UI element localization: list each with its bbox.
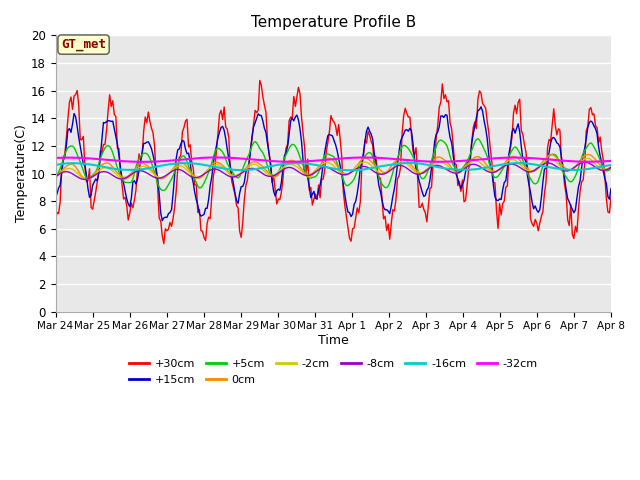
- -2cm: [122, 177, 129, 182]
- +30cm: [256, 78, 264, 84]
- -32cm: [248, 156, 256, 162]
- Line: -16cm: -16cm: [56, 163, 611, 170]
- -2cm: [584, 156, 591, 161]
- -8cm: [246, 166, 254, 171]
- -16cm: [579, 167, 587, 172]
- +5cm: [296, 154, 304, 160]
- +5cm: [607, 165, 615, 171]
- +5cm: [219, 149, 227, 155]
- +30cm: [246, 145, 254, 151]
- Y-axis label: Temperature(C): Temperature(C): [15, 125, 28, 222]
- 0cm: [296, 164, 304, 170]
- +15cm: [607, 186, 615, 192]
- 0cm: [219, 162, 227, 168]
- Text: GT_met: GT_met: [61, 38, 106, 51]
- 0cm: [584, 152, 591, 157]
- -32cm: [212, 155, 220, 160]
- -8cm: [578, 160, 586, 166]
- +30cm: [607, 194, 615, 200]
- +15cm: [296, 126, 304, 132]
- 0cm: [578, 156, 586, 161]
- Title: Temperature Profile B: Temperature Profile B: [251, 15, 416, 30]
- +5cm: [579, 151, 587, 156]
- -32cm: [298, 159, 305, 165]
- +15cm: [477, 104, 485, 110]
- -8cm: [607, 165, 615, 170]
- Line: +15cm: +15cm: [56, 107, 611, 221]
- 0cm: [122, 175, 129, 180]
- -16cm: [406, 160, 413, 166]
- -32cm: [140, 159, 148, 165]
- -2cm: [578, 158, 586, 164]
- -16cm: [236, 167, 243, 173]
- -2cm: [237, 170, 245, 176]
- 0cm: [246, 160, 254, 166]
- -32cm: [607, 158, 615, 164]
- Line: -2cm: -2cm: [56, 158, 611, 180]
- -8cm: [237, 170, 245, 176]
- -32cm: [239, 156, 246, 162]
- +15cm: [52, 194, 60, 200]
- 0cm: [607, 164, 615, 169]
- 0cm: [84, 176, 92, 182]
- -2cm: [52, 175, 60, 180]
- -8cm: [219, 169, 227, 175]
- -2cm: [296, 167, 304, 172]
- -16cm: [52, 162, 60, 168]
- +30cm: [160, 241, 168, 247]
- -8cm: [52, 174, 60, 180]
- Line: -8cm: -8cm: [56, 162, 611, 180]
- +15cm: [246, 149, 254, 155]
- +15cm: [579, 152, 587, 158]
- +15cm: [120, 180, 127, 186]
- Line: -32cm: -32cm: [56, 157, 611, 162]
- -8cm: [296, 170, 304, 176]
- +30cm: [219, 117, 227, 122]
- -16cm: [294, 160, 302, 166]
- +15cm: [159, 218, 166, 224]
- +15cm: [219, 123, 227, 129]
- -16cm: [120, 167, 127, 173]
- Line: +30cm: +30cm: [56, 81, 611, 244]
- -32cm: [120, 158, 127, 164]
- -8cm: [81, 177, 89, 182]
- -16cm: [217, 165, 225, 171]
- -8cm: [581, 159, 589, 165]
- +5cm: [246, 147, 254, 153]
- -8cm: [122, 175, 129, 181]
- -2cm: [219, 165, 227, 170]
- +30cm: [237, 235, 245, 240]
- 0cm: [237, 170, 245, 176]
- Line: 0cm: 0cm: [56, 155, 611, 179]
- +5cm: [474, 136, 482, 142]
- X-axis label: Time: Time: [318, 334, 349, 347]
- -2cm: [246, 163, 254, 168]
- -16cm: [607, 162, 615, 168]
- +30cm: [298, 114, 305, 120]
- +5cm: [120, 178, 127, 184]
- +30cm: [579, 177, 587, 183]
- -2cm: [607, 164, 615, 170]
- -32cm: [579, 159, 587, 165]
- -32cm: [220, 155, 228, 160]
- +5cm: [160, 188, 168, 193]
- +30cm: [52, 217, 60, 223]
- -16cm: [245, 167, 253, 173]
- +5cm: [52, 176, 60, 181]
- Legend: +30cm, +15cm, +5cm, 0cm, -2cm, -8cm, -16cm, -32cm: +30cm, +15cm, +5cm, 0cm, -2cm, -8cm, -16…: [124, 355, 542, 389]
- -32cm: [52, 155, 60, 161]
- -2cm: [120, 177, 127, 182]
- +30cm: [120, 196, 127, 202]
- 0cm: [52, 175, 60, 181]
- Line: +5cm: +5cm: [56, 139, 611, 191]
- +5cm: [237, 170, 245, 176]
- +15cm: [237, 184, 245, 190]
- -16cm: [349, 168, 356, 173]
